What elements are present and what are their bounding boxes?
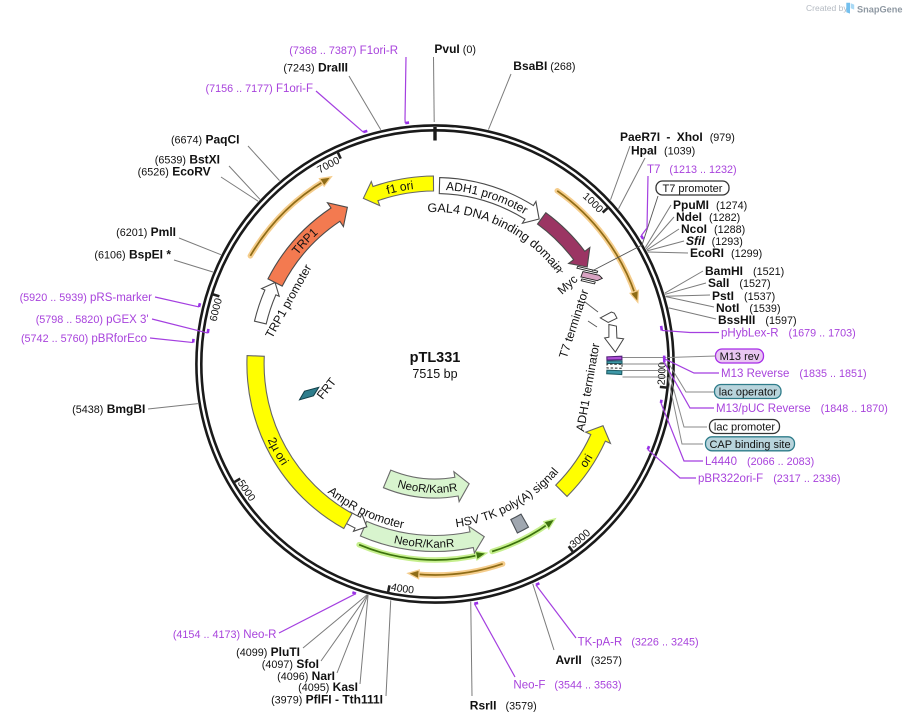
svg-text:(6539) BstXI: (6539) BstXI [155,153,220,167]
svg-text:(4097) SfoI: (4097) SfoI [262,657,319,671]
svg-text:7515 bp: 7515 bp [412,367,457,381]
svg-text:BsaBI (268): BsaBI (268) [513,59,575,73]
svg-text:AvrII (3257): AvrII (3257) [556,653,622,667]
svg-text:(6201) PmlI: (6201) PmlI [116,225,176,239]
svg-text:RsrII (3579): RsrII (3579) [470,699,537,713]
svg-text:SalI (1527): SalI (1527) [708,276,771,290]
svg-text:(3979) PflFI - Tth111I: (3979) PflFI - Tth111I [271,693,383,707]
svg-text:(5742 .. 5760) pBRforEco: (5742 .. 5760) pBRforEco [21,333,147,345]
svg-text:L4440 (2066 .. 2083): L4440 (2066 .. 2083) [705,456,814,468]
svg-text:TK-pA-R (3226 .. 3245): TK-pA-R (3226 .. 3245) [578,637,699,649]
svg-text:(4095) KasI: (4095) KasI [298,680,358,694]
svg-text:f1 ori: f1 ori [385,178,414,197]
svg-text:T7 (1213 .. 1232): T7 (1213 .. 1232) [647,164,737,176]
svg-text:M13 rev: M13 rev [720,351,760,363]
svg-text:SfiI (1293): SfiI (1293) [686,234,743,248]
svg-text:Neo-F (3544 .. 3563): Neo-F (3544 .. 3563) [513,680,621,692]
svg-text:(4099) PluTI: (4099) PluTI [236,645,300,659]
svg-text:M13/pUC Reverse (1848 .. 1870: M13/pUC Reverse (1848 .. 1870) [716,403,888,415]
svg-text:HpaI (1039): HpaI (1039) [631,144,695,158]
svg-text:EcoRI (1299): EcoRI (1299) [690,246,762,260]
svg-text:(7156 .. 7177) F1ori-F: (7156 .. 7177) F1ori-F [206,83,313,95]
svg-text:PstI (1537): PstI (1537) [712,289,775,303]
svg-text:pTL331: pTL331 [410,350,461,366]
svg-text:(5920 .. 5939) pRS-marker: (5920 .. 5939) pRS-marker [20,292,153,304]
svg-text:(5798 .. 5820) pGEX 3': (5798 .. 5820) pGEX 3' [36,314,149,326]
svg-text:PvuI (0): PvuI (0) [434,42,476,56]
svg-text:2000: 2000 [656,362,669,386]
svg-text:ori: ori [577,452,596,470]
svg-text:pBR322ori-F (2317 .. 2336): pBR322ori-F (2317 .. 2336) [698,473,840,485]
svg-text:(6674) PaqCI: (6674) PaqCI [171,133,240,147]
svg-text:Created by: Created by [806,3,848,13]
svg-text:(4154 .. 4173) Neo-R: (4154 .. 4173) Neo-R [173,629,277,641]
svg-text:CAP binding site: CAP binding site [709,439,790,451]
svg-text:(5438) BmgBI: (5438) BmgBI [72,402,145,416]
svg-text:M13 Reverse (1835 .. 1851): M13 Reverse (1835 .. 1851) [721,368,867,380]
svg-text:BssHII (1597): BssHII (1597) [718,313,797,327]
svg-text:lac promoter: lac promoter [714,422,775,434]
svg-text:lac operator: lac operator [719,387,777,399]
svg-text:6000: 6000 [208,297,225,323]
svg-text:pHybLex-R (1679 .. 1703): pHybLex-R (1679 .. 1703) [721,328,856,340]
svg-text:NdeI (1282): NdeI (1282) [676,210,740,224]
svg-text:NcoI (1288): NcoI (1288) [681,222,745,236]
svg-text:PaeR7I - XhoI (979): PaeR7I - XhoI (979) [620,130,735,144]
svg-text:(6526) EcoRV: (6526) EcoRV [138,165,211,179]
svg-text:(4096) NarI: (4096) NarI [277,669,335,683]
svg-text:(6106) BspEI *: (6106) BspEI * [94,248,171,262]
svg-text:BamHI (1521): BamHI (1521) [705,264,784,278]
svg-text:T7 promoter: T7 promoter [663,183,723,195]
svg-text:NotI (1539): NotI (1539) [716,301,781,315]
svg-text:SnapGene: SnapGene [857,4,902,14]
svg-text:(7368 .. 7387) F1ori-R: (7368 .. 7387) F1ori-R [289,45,398,57]
svg-text:PpuMI (1274): PpuMI (1274) [673,198,747,212]
svg-text:4000: 4000 [390,581,415,596]
svg-text:(7243) DraIII: (7243) DraIII [283,61,348,75]
